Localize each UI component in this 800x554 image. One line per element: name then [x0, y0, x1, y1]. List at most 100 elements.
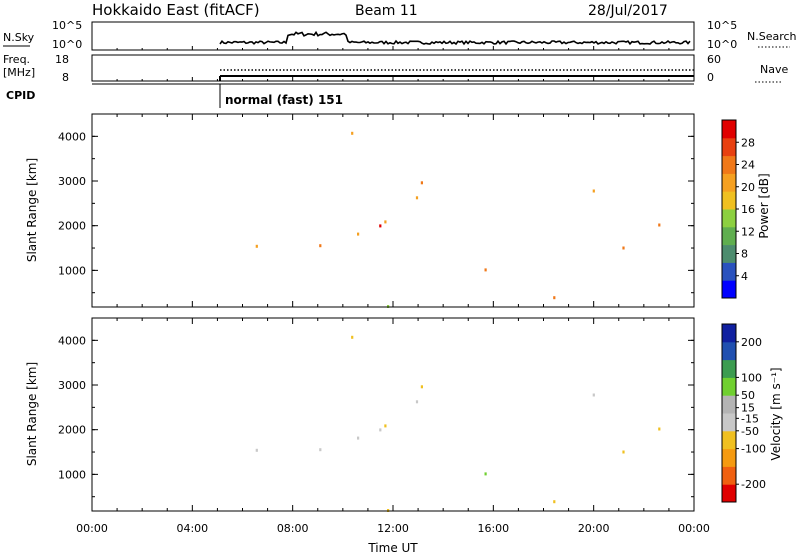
colorbar-swatch — [722, 226, 736, 246]
station-title: Hokkaido East (fitACF) — [92, 1, 260, 19]
power-cell — [357, 232, 360, 236]
colorbar-swatch — [722, 244, 736, 263]
power-ylabel: Slant Range [km] — [25, 158, 39, 262]
y-tick-label: 2000 — [58, 424, 86, 437]
colorbar-tick-label: -15 — [741, 412, 759, 425]
y-tick-label: 4000 — [58, 130, 86, 143]
colorbar-tick-label: 200 — [741, 336, 762, 349]
power-panel-frame — [91, 113, 695, 308]
x-tick-label: 20:00 — [578, 522, 610, 535]
colorbar-frame — [721, 323, 737, 503]
noise-left-tick-low: 10^0 — [52, 38, 82, 51]
velocity-cell — [622, 450, 625, 454]
noise-right-tick-low: 10^0 — [707, 38, 737, 51]
y-tick-label: 1000 — [58, 468, 86, 481]
colorbar-swatch — [722, 324, 736, 343]
colorbar-swatch — [722, 413, 736, 432]
colorbar-tick-label: -100 — [741, 443, 766, 456]
velocity-cell — [420, 385, 423, 389]
colorbar-swatch — [722, 280, 736, 299]
freq-right-tick-low: 0 — [707, 71, 714, 84]
x-tick-label: 04:00 — [176, 522, 208, 535]
velocity-cell — [255, 448, 258, 452]
colorbar-swatch — [722, 484, 736, 503]
colorbar-tick-label: 28 — [741, 136, 755, 149]
colorbar-tick-label: 15 — [741, 402, 755, 415]
y-tick-label: 2000 — [58, 220, 86, 233]
power-cell — [420, 181, 423, 185]
colorbar-tick-label: -50 — [741, 425, 759, 438]
colorbar-swatch — [722, 262, 736, 281]
power-cell — [255, 244, 258, 248]
power-cell — [379, 224, 382, 228]
velocity-scatter — [255, 335, 661, 512]
velocity-cell — [379, 428, 382, 432]
noise-panel-frame — [91, 21, 695, 51]
y-tick-label: 4000 — [58, 334, 86, 347]
velocity-panel-frame — [91, 317, 695, 512]
power-colorbar: 28 24 20 16 12 8 4 — [721, 119, 755, 299]
colorbar-tick-label: 4 — [741, 270, 748, 283]
freq-left-tick-high: 18 — [55, 53, 69, 66]
colorbar-tick-label: 12 — [741, 225, 755, 238]
x-tick-label: 08:00 — [277, 522, 309, 535]
power-cell — [384, 220, 387, 224]
power-cell — [484, 268, 487, 272]
y-tick-label: 3000 — [58, 175, 86, 188]
velocity-colorbar-label: Velocity [m s⁻¹] — [769, 367, 783, 460]
colorbar-swatch — [722, 137, 736, 157]
noise-sky-line — [219, 30, 691, 46]
colorbar-tick-label: 50 — [741, 389, 755, 402]
power-scatter — [255, 131, 661, 308]
freq-left-tick-low: 8 — [62, 71, 69, 84]
noise-search-label: N.Search — [747, 30, 797, 43]
velocity-cell — [484, 472, 487, 476]
colorbar-swatch — [722, 430, 736, 450]
power-cell — [415, 196, 419, 200]
colorbar-swatch — [722, 155, 736, 174]
colorbar-tick-label: 24 — [741, 159, 755, 172]
velocity-cell — [553, 500, 556, 504]
velocity-cell — [319, 448, 322, 452]
colorbar-swatch — [722, 209, 736, 228]
colorbar-tick-label: 16 — [741, 203, 755, 216]
cpid-label: CPID — [6, 89, 35, 102]
velocity-cell — [351, 335, 354, 339]
velocity-cell — [658, 427, 661, 431]
velocity-cell — [357, 436, 360, 440]
cpid-program: normal (fast) 151 — [225, 93, 343, 107]
colorbar-swatch — [722, 120, 736, 139]
y-tick-label: 1000 — [58, 264, 86, 277]
noise-left-tick-high: 10^5 — [52, 19, 82, 32]
colorbar-swatch — [722, 191, 736, 210]
freq-label: Freq. — [3, 53, 30, 66]
power-cell — [658, 223, 661, 227]
power-cell — [592, 189, 595, 193]
nave-label: Nave — [760, 63, 788, 76]
velocity-cell — [384, 424, 387, 428]
colorbar-swatch — [722, 377, 736, 396]
colorbar-tick-label: 8 — [741, 248, 748, 261]
x-tick-label: 00:00 — [678, 522, 710, 535]
power-cell — [622, 246, 625, 250]
power-axes: 4000 3000 2000 1000 — [58, 113, 695, 307]
date-title: 28/Jul/2017 — [588, 3, 668, 19]
x-axis-label: Time UT — [367, 541, 418, 554]
power-cell — [319, 244, 322, 248]
colorbar-swatch — [722, 466, 736, 485]
freq-right-tick-high: 60 — [707, 53, 721, 66]
power-cell — [351, 131, 354, 135]
velocity-cell — [592, 393, 595, 397]
x-tick-label: 16:00 — [477, 522, 509, 535]
colorbar-swatch — [722, 359, 736, 378]
y-tick-label: 3000 — [58, 379, 86, 392]
noise-sky-label: N.Sky — [3, 31, 35, 44]
colorbar-tick-label: -200 — [741, 478, 766, 491]
freq-unit: [MHz] — [3, 66, 35, 79]
noise-right-tick-high: 10^5 — [707, 19, 737, 32]
velocity-ylabel: Slant Range [km] — [25, 362, 39, 466]
colorbar-swatch — [722, 341, 736, 361]
velocity-cell — [415, 400, 419, 404]
